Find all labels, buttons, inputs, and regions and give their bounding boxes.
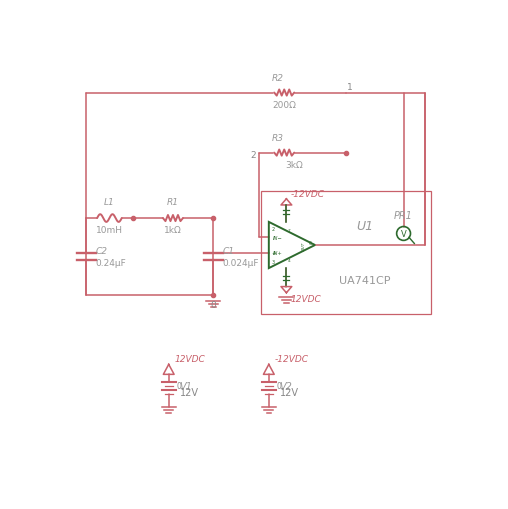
Text: 3kΩ: 3kΩ: [286, 161, 303, 170]
Text: 4: 4: [288, 259, 291, 263]
Text: V1: V1: [179, 381, 193, 391]
Text: 1: 1: [347, 83, 353, 92]
Text: 200Ω: 200Ω: [272, 101, 296, 110]
Text: R2: R2: [272, 74, 284, 82]
Text: 12VDC: 12VDC: [290, 294, 321, 303]
Text: -12VDC: -12VDC: [290, 190, 324, 199]
Text: C1: C1: [223, 246, 235, 256]
Text: 0: 0: [210, 300, 216, 309]
Text: 0.24μF: 0.24μF: [96, 259, 126, 268]
Text: IN+: IN+: [273, 251, 282, 256]
Text: 0.024μF: 0.024μF: [223, 259, 259, 268]
Text: R1: R1: [167, 197, 179, 206]
Text: 6: 6: [309, 241, 312, 246]
Text: V2: V2: [279, 381, 293, 391]
Text: C2: C2: [96, 246, 108, 256]
Text: UA741CP: UA741CP: [339, 275, 391, 285]
Text: R3: R3: [272, 133, 284, 143]
Text: 7: 7: [288, 229, 291, 233]
Text: 12V: 12V: [279, 387, 299, 398]
Text: -12VDC: -12VDC: [274, 354, 308, 363]
Text: OUT: OUT: [302, 241, 306, 250]
Text: 12V: 12V: [179, 387, 199, 398]
Text: 10mH: 10mH: [96, 225, 123, 235]
Text: 2: 2: [250, 150, 256, 159]
Text: 1kΩ: 1kΩ: [164, 225, 182, 235]
Text: +: +: [271, 251, 276, 256]
Text: U1: U1: [357, 220, 373, 233]
Text: 12VDC: 12VDC: [174, 354, 205, 363]
Text: 0: 0: [276, 382, 281, 390]
Text: IN−: IN−: [273, 235, 282, 240]
Text: L1: L1: [104, 197, 115, 206]
Text: 0: 0: [176, 382, 181, 390]
Text: V: V: [401, 230, 406, 239]
Text: 2: 2: [271, 227, 274, 231]
Text: 3: 3: [271, 260, 274, 265]
Text: PR1: PR1: [394, 211, 413, 221]
